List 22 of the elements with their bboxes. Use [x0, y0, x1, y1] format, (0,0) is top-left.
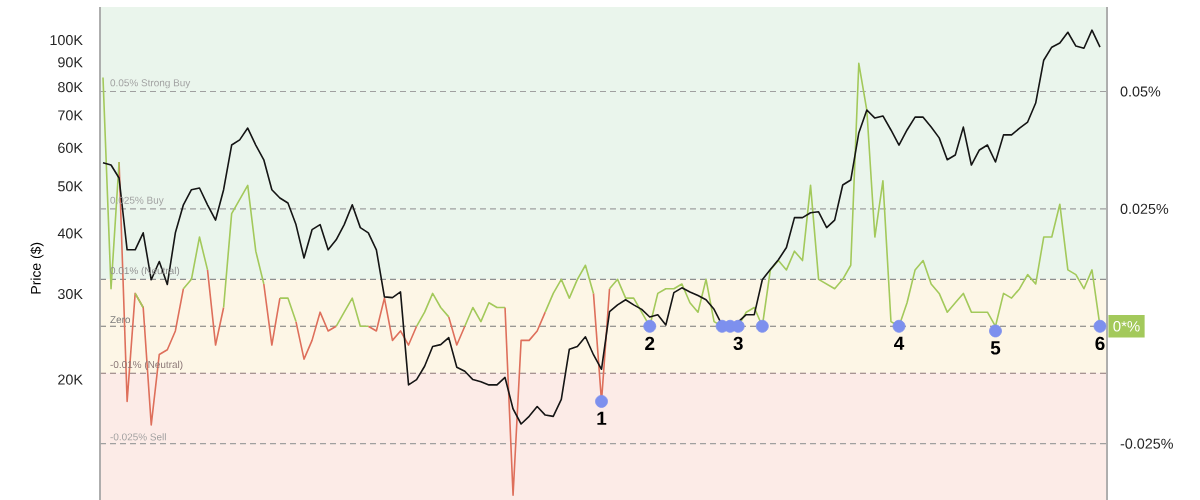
series-label: 5: [990, 341, 1001, 355]
y-tick-label: 70K: [58, 110, 83, 121]
y2-tick-label: 0.05%: [1120, 86, 1161, 97]
y-tick-label: 90K: [58, 57, 83, 68]
series-label: 6: [1095, 336, 1105, 351]
y-tick-label: 100K: [50, 35, 83, 46]
ref-line-label: -0.025% Sell: [110, 433, 166, 441]
y-tick-label: 20K: [58, 374, 83, 385]
series-label: 1: [597, 411, 607, 425]
y-tick-label: 60K: [58, 142, 83, 153]
data-label: 0*%: [1113, 320, 1140, 332]
y-axis-title: Price ($): [30, 242, 44, 294]
y2-tick-label: 0.025%: [1120, 203, 1169, 214]
y-tick-label: 40K: [57, 228, 83, 239]
series-label: 3: [733, 336, 743, 351]
y-tick-label: 50K: [58, 181, 83, 192]
y-tick-label: 30K: [57, 288, 83, 300]
series-label: 2: [645, 336, 655, 350]
ref-line-label: 0.05% Strong Buy: [110, 79, 191, 89]
series-label: 4: [894, 336, 905, 350]
y2-tick-label: -0.025%: [1120, 438, 1173, 449]
y-tick-label: 80K: [58, 82, 83, 93]
